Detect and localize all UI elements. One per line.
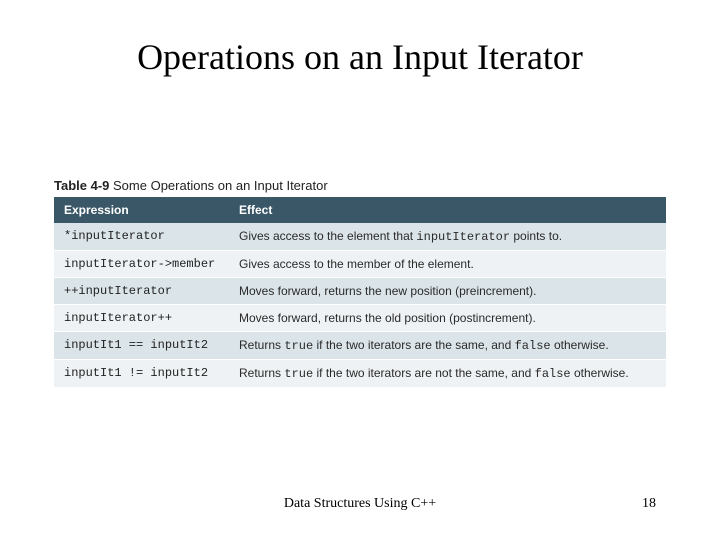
table-row: ++inputIteratorMoves forward, returns th… <box>54 278 666 305</box>
table-row: inputIterator->memberGives access to the… <box>54 251 666 278</box>
effect-cell: Returns true if the two iterators are th… <box>229 332 666 360</box>
table-row: inputIt1 == inputIt2Returns true if the … <box>54 332 666 360</box>
table-container: Table 4-9 Some Operations on an Input It… <box>54 178 666 388</box>
table-caption: Table 4-9 Some Operations on an Input It… <box>54 178 666 193</box>
iterator-table: Expression Effect *inputIteratorGives ac… <box>54 197 666 388</box>
table-row: inputIt1 != inputIt2Returns true if the … <box>54 360 666 388</box>
expression-cell: inputIterator++ <box>54 305 229 332</box>
page-number: 18 <box>642 496 656 512</box>
slide-title: Operations on an Input Iterator <box>0 0 720 78</box>
table-body: *inputIteratorGives access to the elemen… <box>54 223 666 388</box>
effect-cell: Returns true if the two iterators are no… <box>229 360 666 388</box>
table-header-row: Expression Effect <box>54 197 666 223</box>
effect-cell: Gives access to the member of the elemen… <box>229 251 666 278</box>
effect-cell: Moves forward, returns the old position … <box>229 305 666 332</box>
expression-cell: *inputIterator <box>54 223 229 251</box>
table-row: *inputIteratorGives access to the elemen… <box>54 223 666 251</box>
table-row: inputIterator++Moves forward, returns th… <box>54 305 666 332</box>
effect-cell: Gives access to the element that inputIt… <box>229 223 666 251</box>
effect-cell: Moves forward, returns the new position … <box>229 278 666 305</box>
table-caption-text: Some Operations on an Input Iterator <box>113 178 328 193</box>
col-header-expression: Expression <box>54 197 229 223</box>
expression-cell: inputIterator->member <box>54 251 229 278</box>
expression-cell: inputIt1 != inputIt2 <box>54 360 229 388</box>
expression-cell: ++inputIterator <box>54 278 229 305</box>
table-number: Table 4-9 <box>54 178 109 193</box>
expression-cell: inputIt1 == inputIt2 <box>54 332 229 360</box>
footer-text: Data Structures Using C++ <box>0 496 720 512</box>
col-header-effect: Effect <box>229 197 666 223</box>
